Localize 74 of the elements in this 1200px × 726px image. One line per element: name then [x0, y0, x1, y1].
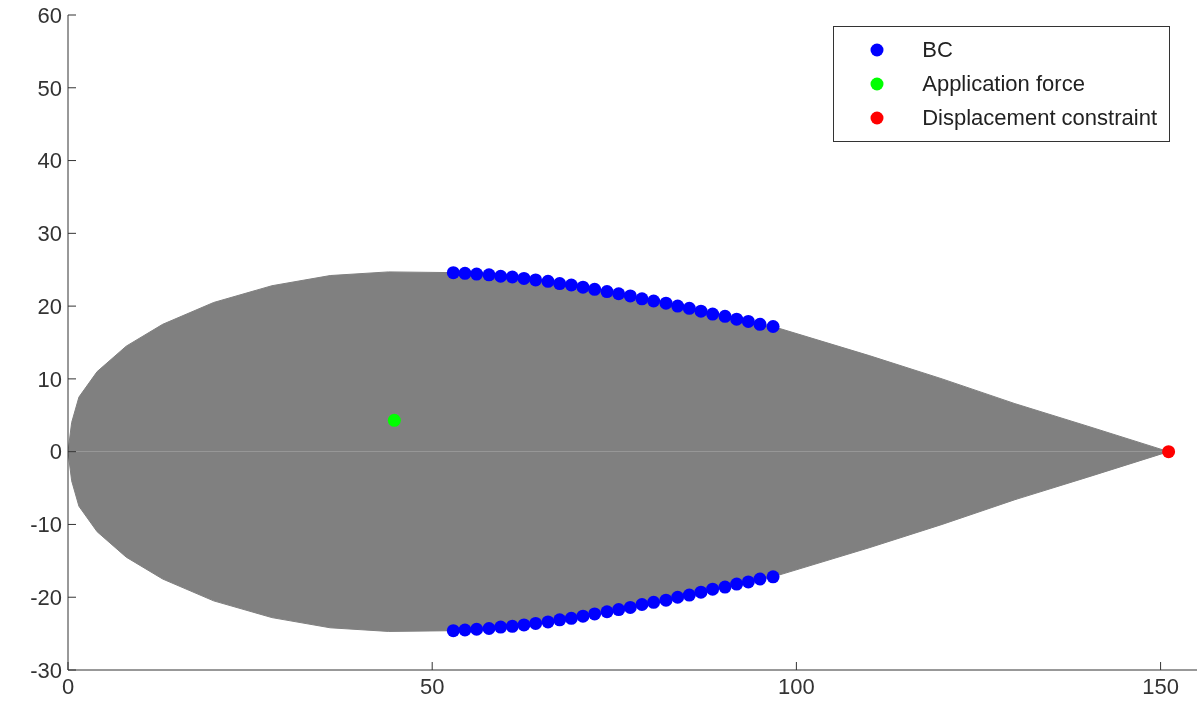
point	[470, 622, 484, 636]
point	[553, 613, 567, 627]
point	[482, 268, 496, 282]
point	[753, 317, 767, 331]
point	[682, 301, 696, 315]
point	[482, 622, 496, 636]
point	[529, 616, 543, 630]
y-tick-label: 20	[37, 293, 62, 319]
point	[694, 585, 708, 599]
point	[612, 287, 626, 301]
point	[494, 620, 508, 634]
point	[517, 271, 531, 285]
point	[635, 292, 649, 306]
x-tick-label: 50	[419, 673, 445, 699]
point	[588, 607, 602, 621]
point	[766, 319, 780, 333]
point	[458, 623, 472, 637]
point	[576, 609, 590, 623]
point	[741, 314, 755, 328]
point	[741, 575, 755, 589]
point	[387, 413, 401, 427]
y-tick-label: -30	[30, 657, 62, 683]
point	[718, 309, 732, 323]
point	[682, 588, 696, 602]
point	[671, 590, 685, 604]
point	[647, 294, 661, 308]
point	[564, 278, 578, 292]
point	[1162, 445, 1176, 459]
point	[505, 619, 519, 633]
point	[635, 598, 649, 611]
y-tick-label: 50	[37, 75, 62, 101]
point	[612, 603, 626, 617]
point	[529, 273, 543, 287]
point	[541, 615, 555, 629]
point	[505, 270, 519, 284]
point	[647, 595, 661, 609]
point	[623, 600, 637, 614]
legend-label: Displacement constraint	[922, 105, 1157, 131]
y-tick-label: 10	[37, 366, 62, 392]
point	[730, 577, 744, 591]
point	[564, 611, 578, 625]
point	[706, 307, 720, 321]
point	[600, 285, 614, 299]
point	[753, 572, 767, 586]
point	[600, 605, 614, 619]
x-tick-label: 150	[1142, 673, 1179, 699]
y-tick-label: 0	[49, 439, 62, 465]
point	[576, 280, 590, 294]
point	[659, 593, 673, 607]
legend-label: BC	[922, 37, 953, 63]
point	[494, 269, 508, 283]
point	[706, 582, 720, 596]
point	[470, 267, 484, 281]
point	[446, 624, 460, 638]
point	[730, 312, 744, 326]
point	[766, 570, 780, 584]
point	[553, 277, 567, 291]
y-tick-label: 40	[37, 148, 62, 174]
point	[446, 266, 460, 280]
point	[659, 296, 673, 310]
y-tick-label: -10	[30, 512, 62, 538]
y-tick-label: -20	[30, 585, 62, 611]
point	[694, 304, 708, 318]
point	[588, 282, 602, 296]
y-tick-label: 30	[37, 221, 62, 247]
x-tick-label: 100	[778, 673, 815, 699]
y-tick-label: 60	[37, 2, 62, 28]
legend-label: Application force	[922, 71, 1085, 97]
point	[517, 618, 531, 632]
point	[671, 299, 685, 313]
point	[541, 274, 555, 288]
point	[718, 580, 732, 594]
point	[458, 266, 472, 280]
point	[623, 289, 637, 303]
